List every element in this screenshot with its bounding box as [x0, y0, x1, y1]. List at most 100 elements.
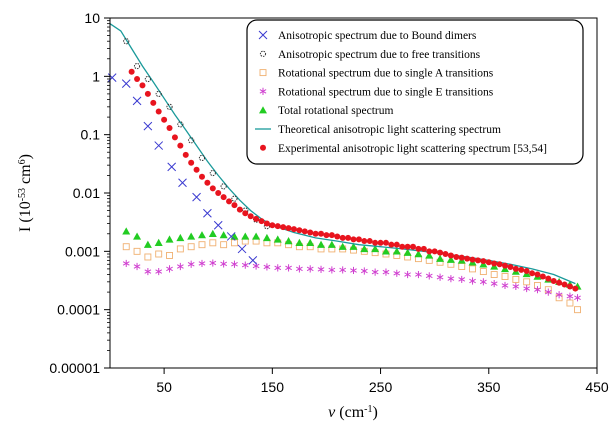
data-point — [284, 237, 293, 245]
data-point — [155, 90, 162, 97]
data-point — [171, 134, 178, 141]
data-point — [345, 234, 352, 241]
legend-item: Theoretical anisotropic light scattering… — [255, 124, 501, 136]
data-point — [237, 244, 247, 254]
data-point — [404, 243, 411, 250]
series-layer — [107, 23, 582, 314]
legend-item: Anisotropic spectrum due to free transit… — [259, 49, 481, 61]
data-point — [377, 239, 384, 246]
data-point — [371, 244, 380, 253]
data-point — [121, 79, 131, 88]
data-point — [574, 294, 581, 302]
data-point — [479, 268, 487, 276]
data-point — [247, 213, 254, 220]
legend-swatch — [260, 144, 266, 151]
data-point — [226, 232, 236, 241]
y-tick-label: 0.1 — [81, 127, 101, 143]
data-point — [178, 178, 187, 188]
data-point — [295, 238, 304, 247]
data-point — [203, 208, 212, 218]
data-point — [301, 228, 308, 235]
data-point — [399, 243, 406, 250]
data-point — [323, 232, 330, 239]
x-tick-label: 150 — [261, 379, 285, 395]
data-point — [355, 236, 362, 243]
data-point — [534, 271, 541, 278]
x-tick-label: 50 — [156, 379, 172, 395]
data-point — [529, 270, 536, 277]
data-point — [555, 291, 563, 299]
data-point — [133, 62, 141, 70]
data-point — [231, 260, 238, 268]
y-tick-label: 0.00001 — [49, 360, 100, 376]
data-point — [306, 265, 314, 273]
data-point — [274, 223, 281, 230]
legend-label: Anisotropic spectrum due to Bound dimers — [278, 30, 477, 42]
data-point — [144, 75, 151, 83]
series-3 — [122, 259, 581, 302]
data-point — [502, 262, 509, 269]
data-point — [176, 262, 184, 271]
data-point — [479, 278, 487, 286]
data-point — [327, 240, 336, 248]
data-point — [220, 260, 228, 268]
data-point — [566, 292, 574, 300]
data-point — [572, 285, 579, 292]
data-point — [392, 247, 401, 255]
legend-label: Rotational spectrum due to single A tran… — [278, 68, 494, 80]
data-point — [318, 230, 325, 237]
y-axis-title-base: I (10 — [17, 201, 34, 232]
data-point — [360, 244, 369, 253]
data-point — [480, 258, 487, 265]
data-point — [485, 259, 492, 266]
legend-label: Anisotropic spectrum due to free transit… — [278, 49, 481, 61]
data-point — [161, 116, 168, 123]
data-point — [150, 99, 157, 106]
data-point — [144, 267, 152, 276]
data-point — [447, 252, 454, 259]
data-point — [187, 232, 196, 240]
legend-item: Total rotational spectrum — [259, 105, 393, 117]
data-point — [296, 265, 303, 273]
legend-label: Experimental anisotropic light scatterin… — [278, 143, 547, 155]
data-point — [512, 265, 519, 272]
x-axis-title: ν (cm-1) — [328, 404, 378, 422]
data-point — [252, 232, 261, 240]
data-point — [360, 267, 368, 275]
data-point — [393, 269, 401, 277]
data-point — [176, 245, 184, 253]
data-point — [144, 253, 152, 261]
data-point — [269, 222, 276, 229]
data-point — [312, 230, 319, 237]
data-point — [187, 260, 195, 268]
data-point — [167, 162, 177, 172]
data-point — [198, 259, 206, 268]
data-point — [213, 220, 223, 230]
data-point — [474, 257, 481, 264]
y-axis: 10 1 0.1 0.01 0.001 0.0001 0.00001 — [49, 10, 110, 376]
data-point — [534, 286, 541, 294]
data-point — [198, 241, 206, 249]
data-point — [241, 261, 249, 269]
series-0 — [107, 73, 258, 265]
data-point — [236, 206, 243, 213]
legend-label: Theoretical anisotropic light scattering… — [278, 124, 501, 136]
data-point — [263, 263, 271, 271]
data-point — [187, 243, 195, 251]
data-point — [371, 268, 379, 276]
data-point — [166, 252, 173, 259]
data-point — [188, 137, 195, 144]
data-point — [220, 194, 227, 201]
x-tick-label: 450 — [585, 379, 609, 395]
data-point — [415, 245, 422, 252]
data-point — [155, 250, 163, 258]
data-point — [545, 275, 552, 282]
data-point — [155, 108, 162, 115]
data-point — [469, 256, 476, 263]
data-point — [155, 267, 163, 276]
data-point — [166, 265, 173, 273]
legend-item: Rotational spectrum due to single A tran… — [259, 68, 494, 80]
legend-swatch — [259, 106, 267, 114]
data-point — [464, 255, 471, 262]
